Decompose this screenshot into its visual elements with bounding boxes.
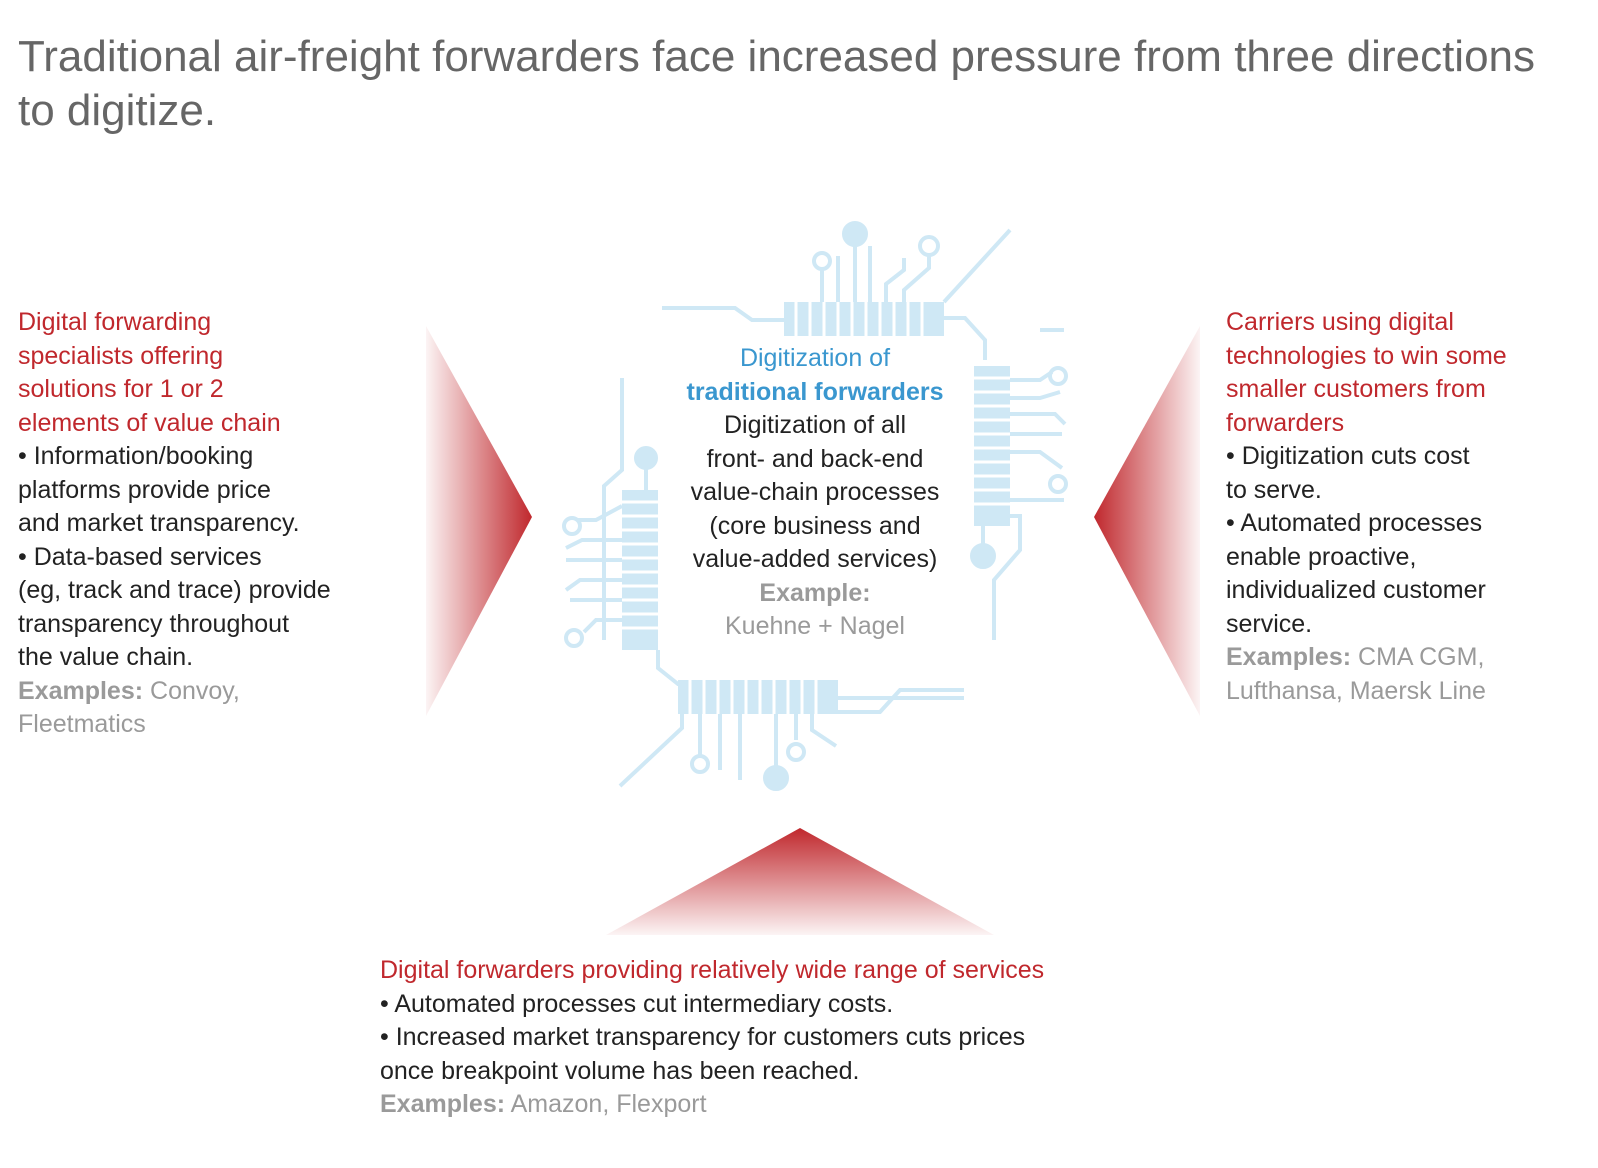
left-bullet-line: • Data-based services — [18, 542, 262, 571]
left-examples-value: Fleetmatics — [18, 710, 146, 738]
bottom-bullet-line: once breakpoint volume has been reached. — [380, 1056, 860, 1085]
bottom-examples-label: Examples: — [380, 1090, 506, 1118]
triangle-left-icon — [1094, 326, 1200, 716]
triangle-right-icon — [426, 326, 532, 716]
center-body-line: value-chain processes — [690, 478, 940, 506]
page-title: Traditional air-freight forwarders face … — [18, 32, 1536, 135]
left-bullet-line: • Information/booking — [18, 442, 254, 470]
right-pressure-block: Carriers using digital technologies to w… — [1226, 306, 1586, 708]
right-bullet-line: individualized customer — [1226, 576, 1486, 604]
right-bullet-line: enable proactive, — [1226, 542, 1417, 571]
bottom-pressure-block: Digital forwarders providing relatively … — [380, 954, 1200, 1122]
right-bullet-line: to serve. — [1226, 475, 1322, 504]
bottom-heading: Digital forwarders providing relatively … — [380, 956, 1045, 984]
bottom-bullet-line: • Automated processes cut intermediary c… — [380, 989, 894, 1018]
right-bullet-line: • Automated processes — [1226, 509, 1483, 537]
right-heading-line: forwarders — [1226, 408, 1345, 437]
bottom-bullet-line: • Increased market transparency for cust… — [380, 1023, 1026, 1051]
right-examples-value: Lufthansa, Maersk Line — [1226, 676, 1486, 705]
bottom-examples: Examples: Amazon, Flexport — [380, 1088, 1200, 1122]
right-examples-value: CMA CGM, — [1351, 643, 1485, 671]
right-heading-line: technologies to win some — [1226, 341, 1507, 370]
left-examples-label: Examples: — [18, 676, 144, 705]
left-heading-line: Digital forwarding — [18, 308, 212, 336]
bottom-examples-value: Amazon, Flexport — [505, 1090, 707, 1118]
left-bullet-line: platforms provide price — [18, 475, 271, 504]
right-heading-line: smaller customers from — [1226, 375, 1486, 403]
right-bullet-line: service. — [1226, 609, 1313, 638]
right-examples: Examples: CMA CGM, — [1226, 641, 1586, 675]
right-examples-label: Examples: — [1226, 643, 1352, 671]
left-bullet-line: the value chain. — [18, 643, 194, 671]
center-example-value: Kuehne + Nagel — [724, 612, 905, 640]
right-bullet-line: • Digitization cuts cost — [1226, 442, 1470, 470]
left-heading-line: solutions for 1 or 2 — [18, 375, 224, 403]
center-body-line: front- and back-end — [706, 444, 924, 473]
center-heading-line: traditional forwarders — [686, 377, 944, 406]
left-examples: Examples: Convoy, — [18, 675, 408, 709]
center-body-line: value-added services) — [692, 545, 938, 573]
left-bullet-line: transparency throughout — [18, 609, 290, 638]
center-body-line: Digitization of all — [723, 411, 907, 439]
center-heading-line: Digitization of — [739, 344, 891, 372]
center-examples-label: Example: — [759, 578, 871, 607]
left-pressure-block: Digital forwarding specialists offering … — [18, 306, 408, 742]
center-body-line: (core business and — [709, 511, 921, 540]
left-heading-line: specialists offering — [18, 341, 224, 370]
left-bullet-line: (eg, track and trace) provide — [18, 576, 331, 604]
center-block: Digitization of traditional forwarders D… — [650, 342, 980, 644]
left-heading-line: elements of value chain — [18, 408, 281, 437]
triangle-up-icon — [606, 828, 994, 935]
left-examples-value: Convoy, — [143, 676, 240, 705]
circuit-chip-icon — [562, 221, 1068, 791]
right-heading-line: Carriers using digital — [1226, 308, 1454, 336]
left-bullet-line: and market transparency. — [18, 509, 300, 537]
